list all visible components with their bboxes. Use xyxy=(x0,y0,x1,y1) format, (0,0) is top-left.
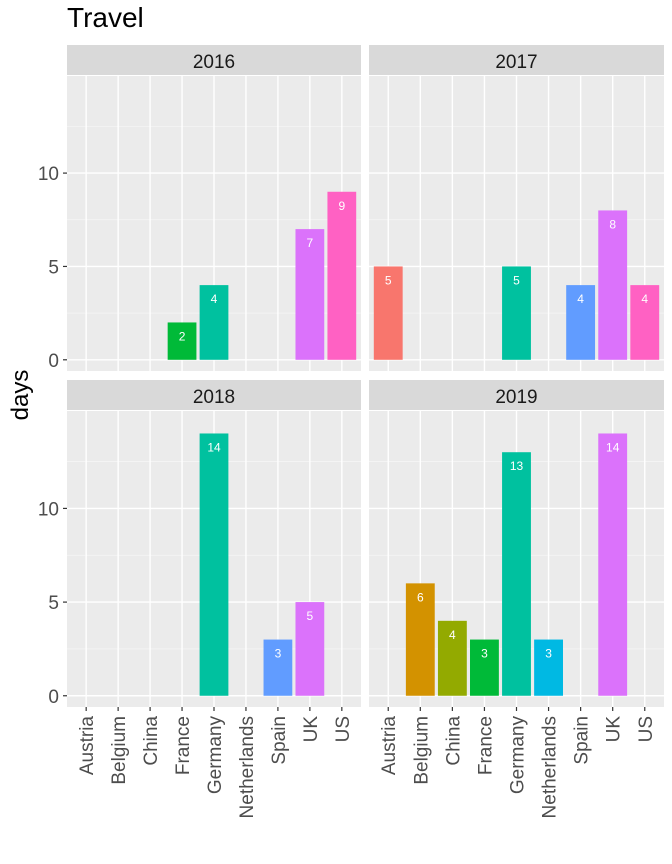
bar-value-label: 3 xyxy=(481,647,488,661)
bar-value-label: 13 xyxy=(510,459,524,473)
bar-uk xyxy=(598,433,628,696)
x-tick-label: UK xyxy=(604,716,625,743)
bar-spain xyxy=(566,285,596,360)
x-tick-label: Netherlands xyxy=(540,716,561,818)
bar-france xyxy=(470,639,499,696)
y-tick-label: 5 xyxy=(48,257,59,278)
bar-value-label: 2 xyxy=(179,329,186,343)
bar-china xyxy=(437,620,467,696)
x-tick-label: China xyxy=(443,716,464,766)
x-tick-label: US xyxy=(636,716,657,742)
bar-value-label: 5 xyxy=(385,273,392,287)
bar-value-label: 4 xyxy=(577,292,584,306)
bar-belgium xyxy=(405,583,435,696)
y-tick-label: 0 xyxy=(48,687,59,708)
bar-france xyxy=(167,322,197,360)
x-tick-label: Germany xyxy=(508,716,529,795)
facet-strip-label: 2017 xyxy=(495,52,537,73)
facet-strip-label: 2018 xyxy=(193,387,235,408)
facet-strip-label: 2019 xyxy=(495,387,537,408)
x-tick-label: Germany xyxy=(205,716,226,795)
bar-us xyxy=(630,285,660,360)
x-tick-label: France xyxy=(475,716,496,775)
facet-strip-2019 xyxy=(369,380,664,410)
y-tick-label: 10 xyxy=(38,499,59,520)
bar-value-label: 14 xyxy=(207,440,221,454)
bar-value-label: 4 xyxy=(449,628,456,642)
chart-title: Travel xyxy=(67,2,144,33)
x-tick-label: US xyxy=(333,716,354,742)
bar-value-label: 3 xyxy=(545,647,552,661)
bar-value-label: 5 xyxy=(513,273,520,287)
bar-netherlands xyxy=(534,639,563,696)
y-axis-title: days xyxy=(7,370,34,421)
bar-germany xyxy=(502,452,531,696)
x-tick-label: Spain xyxy=(269,716,290,765)
bar-value-label: 4 xyxy=(211,292,218,306)
x-tick-label: Belgium xyxy=(411,716,432,785)
bar-germany xyxy=(199,285,229,360)
bar-value-label: 14 xyxy=(606,440,620,454)
x-tick-label: UK xyxy=(301,716,322,743)
bar-germany xyxy=(502,266,531,360)
panels-layer: 2016 2 4 7 9 0 5 10 2017 5 5 4 8 4 2018 14 3 5 0 5 10 Austria… xyxy=(38,45,664,818)
x-tick-label: China xyxy=(141,716,162,766)
y-tick-label: 5 xyxy=(48,593,59,614)
bar-value-label: 3 xyxy=(275,647,282,661)
bar-germany xyxy=(199,433,229,696)
facet-strip-2016 xyxy=(67,45,361,75)
bar-value-label: 9 xyxy=(338,199,345,213)
x-tick-label: Austria xyxy=(77,716,98,776)
bar-value-label: 8 xyxy=(609,217,616,231)
x-tick-label: France xyxy=(173,716,194,775)
bar-austria xyxy=(373,266,403,360)
x-tick-label: Austria xyxy=(379,716,400,776)
x-tick-label: Belgium xyxy=(109,716,130,785)
bar-spain xyxy=(263,639,293,696)
x-tick-label: Netherlands xyxy=(237,716,258,818)
bar-us xyxy=(327,191,357,360)
x-tick-label: Spain xyxy=(572,716,593,765)
y-tick-label: 0 xyxy=(48,351,59,372)
y-tick-label: 10 xyxy=(38,164,59,185)
facet-strip-2017 xyxy=(369,45,664,75)
bar-value-label: 4 xyxy=(641,292,648,306)
bar-value-label: 6 xyxy=(417,590,424,604)
bar-value-label: 7 xyxy=(307,236,314,250)
bar-uk xyxy=(295,229,325,360)
facet-strip-label: 2016 xyxy=(193,52,235,73)
bar-uk xyxy=(598,210,628,360)
facet-strip-2018 xyxy=(67,380,361,410)
bar-value-label: 5 xyxy=(307,609,314,623)
bar-uk xyxy=(295,602,325,696)
